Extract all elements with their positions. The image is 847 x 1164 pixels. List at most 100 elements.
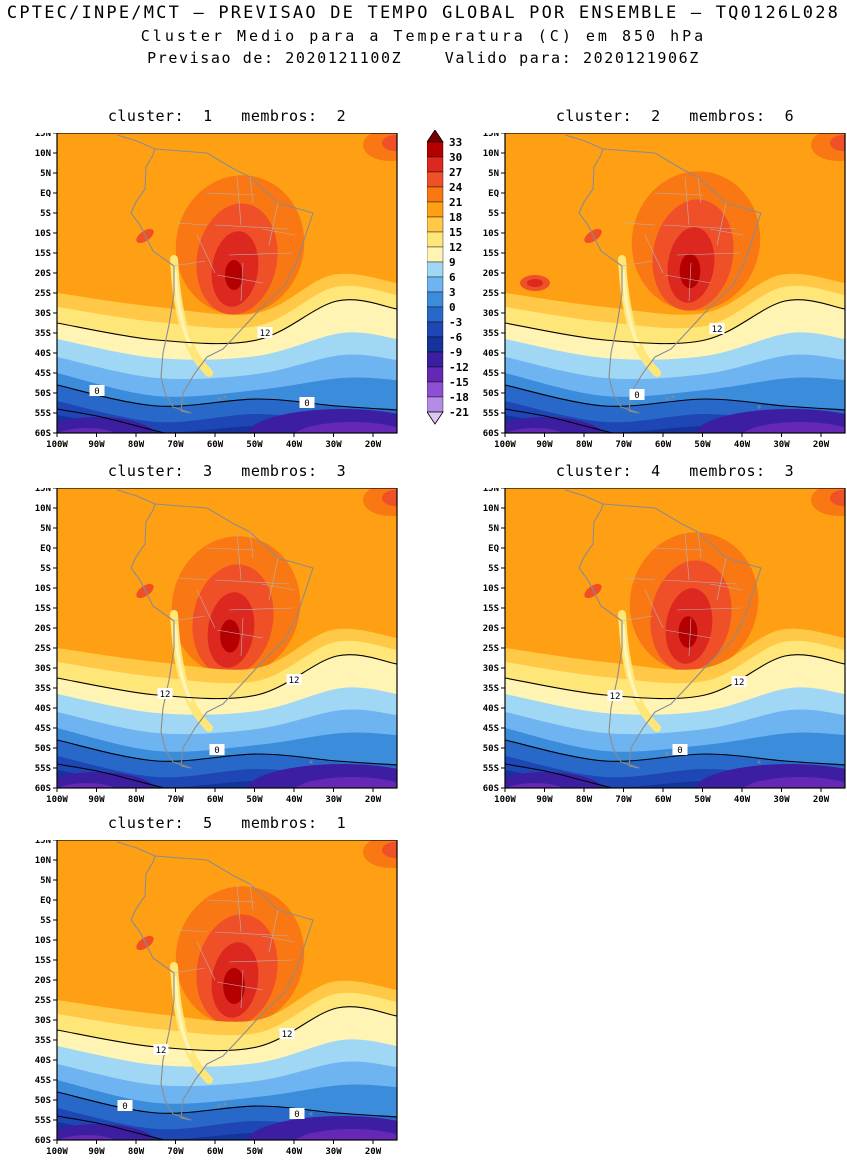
lat-label: EQ xyxy=(488,544,499,554)
colorbar-tick-label: 30 xyxy=(449,151,462,164)
panel-title: cluster: 2 membros: 6 xyxy=(555,107,795,125)
colorbar-segment xyxy=(426,141,444,158)
lat-label: 35S xyxy=(35,684,51,694)
lat-label: 25S xyxy=(483,289,499,299)
lat-label: 45S xyxy=(35,369,51,379)
map-frame xyxy=(504,487,846,789)
contour-label: 12 xyxy=(156,1046,167,1056)
contour-label: 12 xyxy=(712,325,723,335)
lat-label: 30S xyxy=(35,664,51,674)
coastline xyxy=(578,148,762,414)
panel-title: cluster: 3 membros: 3 xyxy=(107,462,347,480)
contour-label-box xyxy=(289,1108,305,1119)
lat-label: 60S xyxy=(35,784,51,794)
colorbar-segment xyxy=(426,246,444,263)
colorbar-segment xyxy=(426,216,444,233)
lat-label: 55S xyxy=(483,409,499,419)
contour-label: 0 xyxy=(94,387,99,397)
contour-label: 12 xyxy=(289,676,300,686)
isotherm-0c xyxy=(57,1091,397,1118)
subtitle-variable: Cluster Medio para a Temperatura (C) em … xyxy=(140,27,707,45)
lon-label: 50W xyxy=(694,440,711,450)
lon-label: 40W xyxy=(734,440,751,450)
lon-label: 20W xyxy=(365,795,382,805)
lat-label: 50S xyxy=(483,389,499,399)
panel-cluster-5: cluster: 5 membros: 1 12 12 0 0 15N 10N 5N EQ 5S… xyxy=(21,810,413,1162)
lon-label: 90W xyxy=(88,1147,105,1157)
colorbar-segment xyxy=(426,171,444,188)
lat-label: 40S xyxy=(35,704,51,714)
lon-label: 70W xyxy=(615,795,632,805)
lon-label: 40W xyxy=(734,795,751,805)
colorbar-tick-label: 3 xyxy=(449,286,456,299)
lat-label: 30S xyxy=(483,664,499,674)
lat-label: 40S xyxy=(483,349,499,359)
colorbar-segment xyxy=(426,366,444,383)
lat-label: 40S xyxy=(35,1056,51,1066)
lat-label: 15S xyxy=(35,604,51,614)
panel-title: cluster: 5 membros: 1 xyxy=(107,814,347,832)
lat-label: 10S xyxy=(35,584,51,594)
lat-label: 5N xyxy=(40,169,51,179)
lat-label: 45S xyxy=(35,724,51,734)
lon-label: 80W xyxy=(128,795,145,805)
colorbar-segment xyxy=(426,396,444,413)
contour-label: 0 xyxy=(122,1102,127,1112)
lon-label: 90W xyxy=(88,795,105,805)
map-frame xyxy=(504,132,846,434)
lat-label: EQ xyxy=(40,896,51,906)
colorbar-arrow-bottom xyxy=(426,411,444,425)
colorbar-segment xyxy=(426,306,444,323)
lat-label: 35S xyxy=(35,329,51,339)
lat-label: 15N xyxy=(35,133,51,139)
contour-label: 12 xyxy=(610,692,621,702)
lat-label: 20S xyxy=(483,624,499,634)
chart-header: CPTEC/INPE/MCT — PREVISAO DE TEMPO GLOBA… xyxy=(0,0,847,67)
colorbar-tick-label: -18 xyxy=(449,391,469,404)
colorbar-tick-label: -21 xyxy=(449,406,469,419)
lon-label: 80W xyxy=(128,440,145,450)
state-borders xyxy=(173,531,296,657)
cluster-map-svg: 12 12 0 15N 10N 5N EQ 5S 10S 15S 20S 25S 30S 35S 40S 45… xyxy=(483,484,846,805)
lat-label: 5N xyxy=(40,876,51,886)
lat-label: 10S xyxy=(35,936,51,946)
lat-label: 60S xyxy=(483,784,499,794)
panel-cluster-4: cluster: 4 membros: 3 12 12 0 15N 10N 5N EQ 5S 1… xyxy=(469,458,847,810)
panel-title: cluster: 1 membros: 2 xyxy=(107,107,347,125)
contour-label-box xyxy=(89,385,105,396)
contour-label: 0 xyxy=(304,399,309,409)
contour-label-box xyxy=(286,674,302,685)
lat-label: 55S xyxy=(35,764,51,774)
colorbar-segment xyxy=(426,201,444,218)
contour-label-box xyxy=(209,744,225,755)
lat-label: EQ xyxy=(40,189,51,199)
lat-label: 10N xyxy=(35,856,51,866)
lon-label: 100W xyxy=(46,1147,68,1157)
contour-label-box xyxy=(157,688,173,699)
contour-label: 12 xyxy=(282,1030,293,1040)
lon-label: 100W xyxy=(494,440,516,450)
lon-label: 50W xyxy=(246,1147,263,1157)
lat-label: 20S xyxy=(483,269,499,279)
lat-label: EQ xyxy=(40,544,51,554)
colorbar-tick-label: -6 xyxy=(449,331,463,344)
colorbar-tick-label: 15 xyxy=(449,226,462,239)
colorbar-tick-label: -12 xyxy=(449,361,469,374)
lat-label: 20S xyxy=(35,976,51,986)
colorbar-segment xyxy=(426,321,444,338)
lon-label: 100W xyxy=(494,795,516,805)
lon-label: 20W xyxy=(365,1147,382,1157)
contour-label-box xyxy=(709,323,725,334)
lat-label: 15S xyxy=(35,249,51,259)
lat-label: 50S xyxy=(483,744,499,754)
colorbar-segment xyxy=(426,276,444,293)
lon-label: 90W xyxy=(88,440,105,450)
contour-label: 12 xyxy=(734,678,745,688)
colorbar-tick-label: 12 xyxy=(449,241,462,254)
lat-label: 5S xyxy=(488,209,499,219)
state-borders xyxy=(621,176,744,302)
contour-label: 12 xyxy=(260,329,271,339)
panel-cluster-1: cluster: 1 membros: 2 12 0 0 15N 10N 5N EQ 5S 10… xyxy=(21,103,413,455)
lat-label: 10S xyxy=(483,229,499,239)
